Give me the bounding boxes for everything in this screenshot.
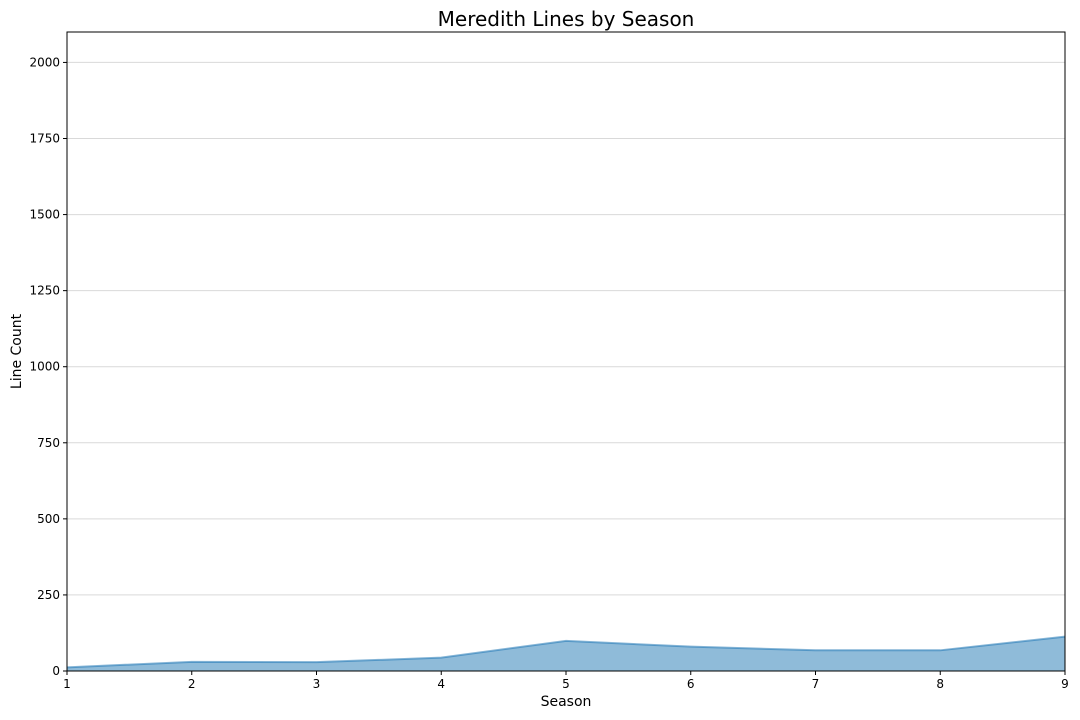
x-axis-ticks: 1 2 3 4 5 6 7 8 9 [63, 671, 1069, 691]
plot-frame [66, 31, 1066, 672]
x-tick-label-6: 6 [687, 677, 695, 691]
y-tick-label-250: 250 [37, 588, 60, 602]
y-tick-label-500: 500 [37, 512, 60, 526]
y-tick-label-1250: 1250 [29, 284, 60, 298]
y-tick-label-2000: 2000 [29, 55, 60, 69]
x-tick-label-2: 2 [188, 677, 196, 691]
x-tick-label-3: 3 [313, 677, 321, 691]
y-tick-label-1750: 1750 [29, 132, 60, 146]
area-line-series-0 [66, 635, 1066, 669]
x-tick-label-7: 7 [812, 677, 820, 691]
x-tick-label-5: 5 [562, 677, 570, 691]
plot-area [66, 635, 1066, 671]
x-tick-label-8: 8 [936, 677, 944, 691]
x-tick-label-1: 1 [63, 677, 71, 691]
x-tick-label-4: 4 [437, 677, 445, 691]
chart-title: Meredith Lines by Season [438, 7, 695, 31]
y-tick-label-1000: 1000 [29, 360, 60, 374]
x-axis-label: Season [541, 694, 592, 710]
y-axis-label: Line Count [9, 313, 25, 389]
y-tick-label-1500: 1500 [29, 208, 60, 222]
y-axis-ticks: 0 250 500 750 1000 1250 1500 1750 2000 [29, 55, 67, 678]
x-tick-label-9: 9 [1061, 677, 1069, 691]
y-tick-label-0: 0 [52, 664, 60, 678]
gridlines [67, 61, 1065, 596]
y-tick-label-750: 750 [37, 436, 60, 450]
